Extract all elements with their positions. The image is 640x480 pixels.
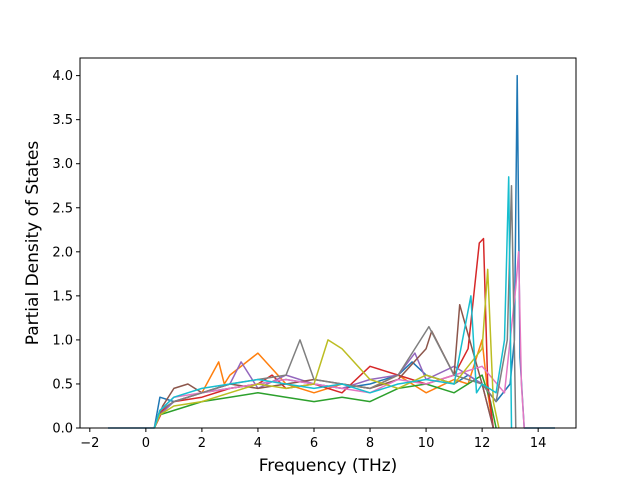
series-line-10 (153, 176, 513, 429)
y-tick-label: 2.0 (52, 245, 73, 260)
y-tick-label: 3.5 (52, 113, 73, 128)
x-tick-label: 2 (198, 436, 206, 451)
x-tick-label: 6 (310, 436, 318, 451)
y-tick-label: 3.0 (52, 157, 73, 172)
x-tick-label: 14 (530, 436, 547, 451)
series-line-9 (153, 268, 500, 429)
y-tick-label: 1.0 (52, 333, 73, 348)
series-line-4 (153, 237, 495, 429)
x-tick-label: 4 (254, 436, 262, 451)
series-layer (108, 74, 555, 429)
series-line-3 (153, 374, 497, 429)
y-tick-label: 0.5 (52, 377, 73, 392)
x-tick-label: −2 (80, 436, 99, 451)
x-tick-label: 8 (366, 436, 374, 451)
y-tick-label: 1.5 (52, 289, 73, 304)
x-tick-label: 0 (142, 436, 150, 451)
y-tick-label: 0.0 (52, 422, 73, 437)
y-tick-label: 2.5 (52, 201, 73, 216)
plot-background (80, 58, 576, 428)
x-tick-label: 10 (418, 436, 435, 451)
x-axis-label: Frequency (THz) (259, 456, 398, 476)
x-tick-label: 12 (474, 436, 491, 451)
plot-frame (79, 57, 577, 429)
y-axis-label: Partial Density of States (23, 141, 43, 346)
y-tick-label: 4.0 (52, 69, 73, 84)
x-axis: −2 0 2 4 6 8 10 12 14 (80, 428, 546, 451)
y-axis: 0.0 0.5 1.0 1.5 2.0 2.5 3.0 3.5 4.0 (52, 69, 80, 437)
